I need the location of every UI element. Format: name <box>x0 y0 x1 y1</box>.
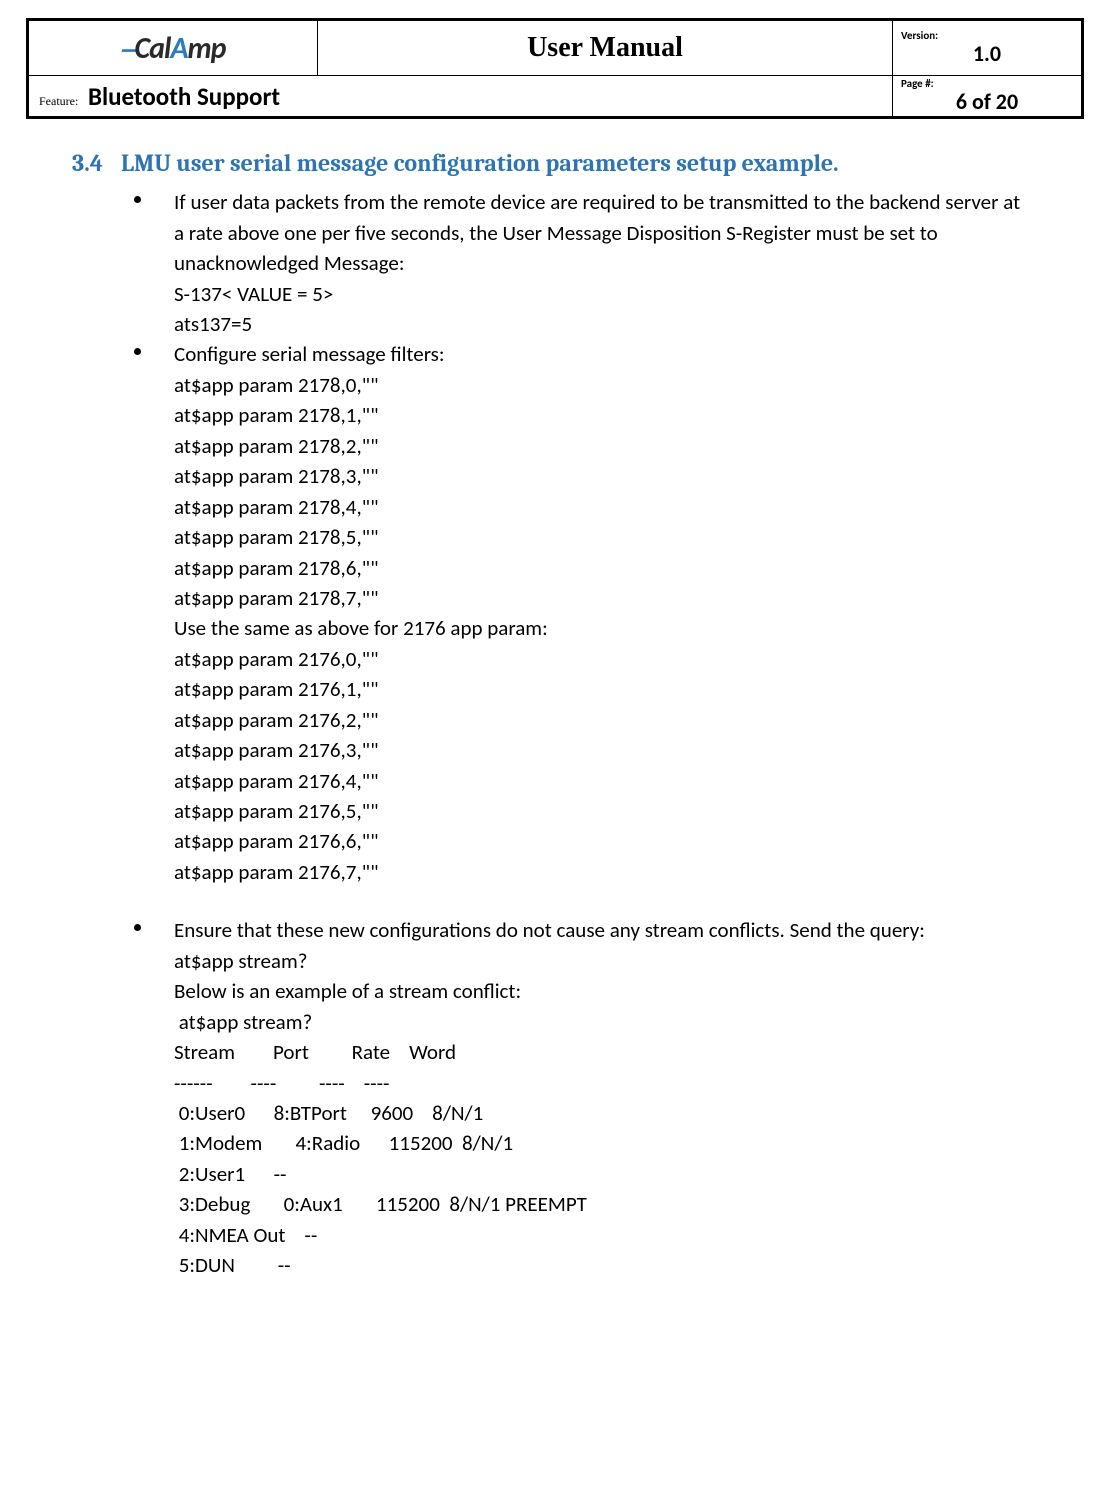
bullet-3-example-label: Below is an example of a stream conflict… <box>174 976 1024 1006</box>
bullet-3-intro: Ensure that these new configurations do … <box>174 915 1024 945</box>
section-number: 3.4 <box>72 149 103 177</box>
document-header: ⎯CalAmp User Manual Version: 1.0 Feature… <box>26 18 1084 119</box>
logo-cell: ⎯CalAmp <box>28 20 318 76</box>
cmd-line: at$app param 2178,7,"" <box>174 583 1024 613</box>
page-value: 6 of 20 <box>901 90 1073 114</box>
content-body: If user data packets from the remote dev… <box>126 187 1024 1280</box>
bullet-2-mid: Use the same as above for 2176 app param… <box>174 613 1024 643</box>
bullet-2-cmds-b: at$app param 2176,0,""at$app param 2176,… <box>174 644 1024 888</box>
bullet-icon <box>134 348 141 355</box>
cmd-line: at$app param 2176,7,"" <box>174 857 1024 887</box>
doc-title: User Manual <box>318 20 893 76</box>
cmd-line: at$app param 2176,4,"" <box>174 766 1024 796</box>
bullet-icon <box>134 924 141 931</box>
bullet-3-query: at$app stream? <box>174 946 1024 976</box>
bullet-1-line1: S-137< VALUE = 5> <box>174 279 1024 309</box>
logo-text: ⎯CalAmp <box>121 30 226 67</box>
logo-swoosh-icon: ⎯ <box>121 30 135 67</box>
cmd-line: at$app param 2178,2,"" <box>174 431 1024 461</box>
bullet-3: Ensure that these new configurations do … <box>126 915 1024 1280</box>
cmd-line: at$app param 2178,0,"" <box>174 370 1024 400</box>
bullet-1: If user data packets from the remote dev… <box>126 187 1024 339</box>
bullet-1-intro: If user data packets from the remote dev… <box>174 187 1024 278</box>
version-value: 1.0 <box>901 42 1073 66</box>
bullet-2: Configure serial message filters: at$app… <box>126 339 1024 887</box>
cmd-line: at$app param 2176,6,"" <box>174 826 1024 856</box>
bullet-1-line2: ats137=5 <box>174 309 1024 339</box>
cmd-line: at$app param 2178,1,"" <box>174 400 1024 430</box>
cmd-line: at$app param 2176,3,"" <box>174 735 1024 765</box>
cmd-line: at$app param 2178,3,"" <box>174 461 1024 491</box>
cmd-line: at$app param 2178,5,"" <box>174 522 1024 552</box>
cmd-line: at$app param 2176,2,"" <box>174 705 1024 735</box>
cmd-line: at$app param 2176,1,"" <box>174 674 1024 704</box>
bullet-2-intro: Configure serial message filters: <box>174 339 1024 369</box>
cmd-line: at$app param 2178,4,"" <box>174 492 1024 522</box>
feature-cell: Feature: Bluetooth Support <box>28 76 893 118</box>
section-title: LMU user serial message configuration pa… <box>121 149 839 177</box>
page-cell: Page #: 6 of 20 <box>893 76 1083 118</box>
feature-value: Bluetooth Support <box>82 81 280 112</box>
section-heading: 3.4 LMU user serial message configuration… <box>72 149 1084 177</box>
cmd-line: at$app param 2176,5,"" <box>174 796 1024 826</box>
cmd-line: at$app param 2178,6,"" <box>174 553 1024 583</box>
cmd-line: at$app param 2176,0,"" <box>174 644 1024 674</box>
feature-label: Feature: <box>39 94 78 108</box>
bullet-2-cmds-a: at$app param 2178,0,""at$app param 2178,… <box>174 370 1024 614</box>
spacer <box>126 887 1024 915</box>
bullet-3-stream-block: at$app stream? Stream Port Rate Word ---… <box>174 1007 1024 1281</box>
bullet-icon <box>134 196 141 203</box>
version-cell: Version: 1.0 <box>893 20 1083 76</box>
